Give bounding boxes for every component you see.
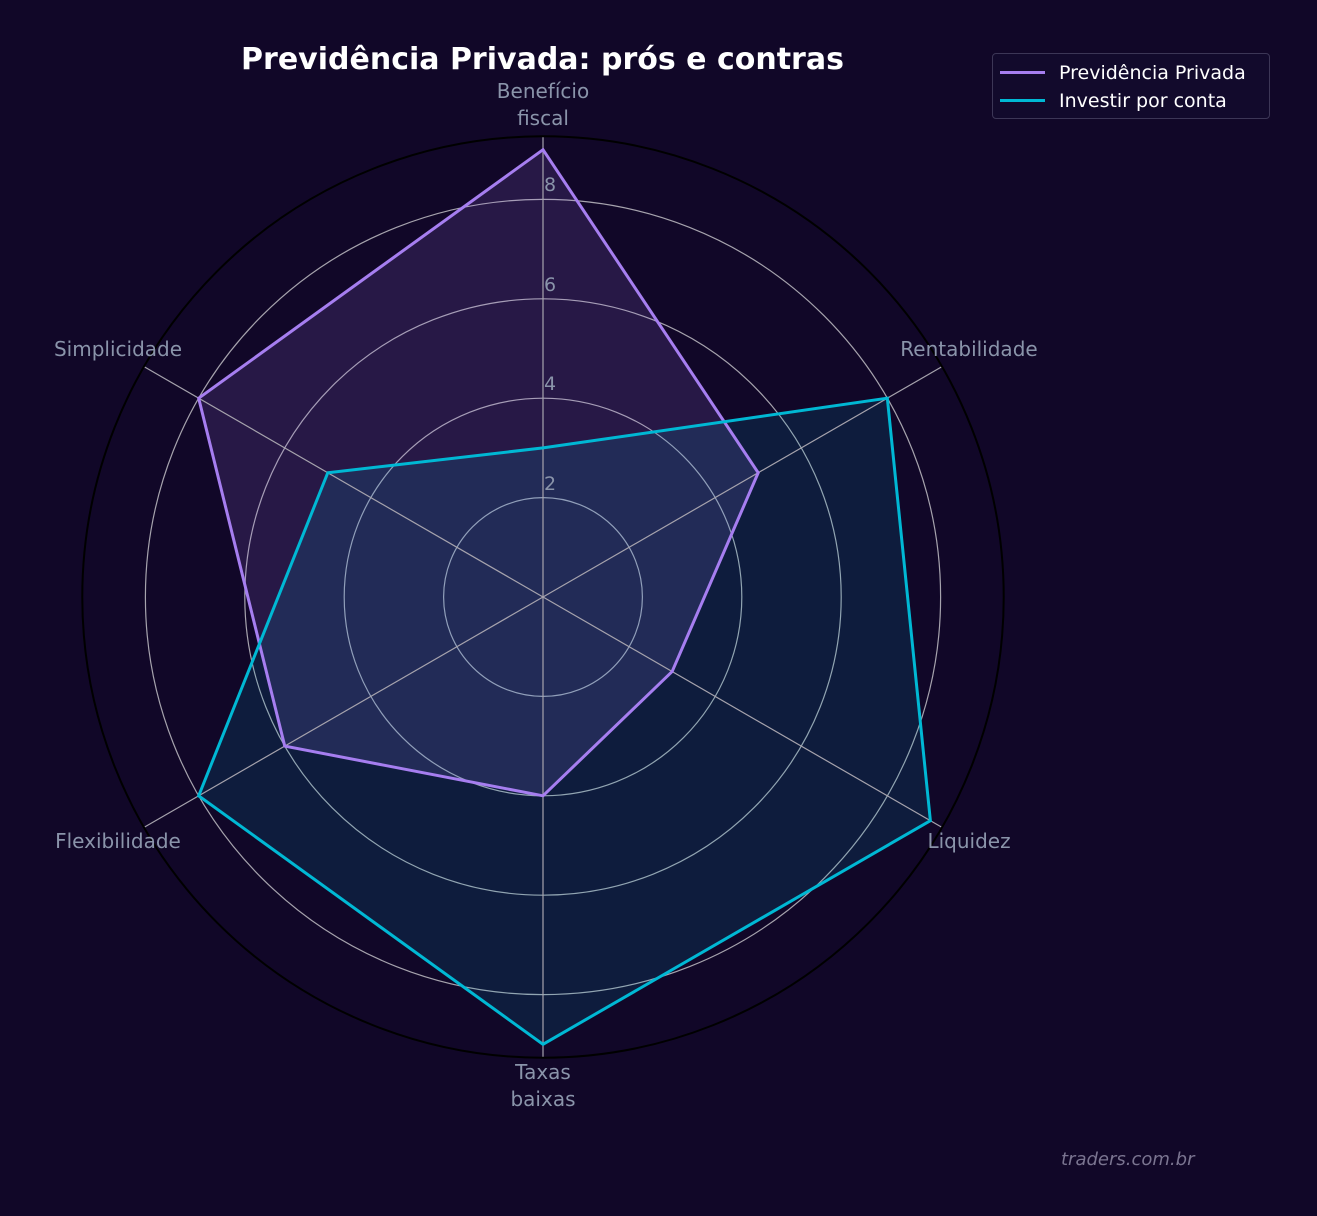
legend-label: Investir por conta [1059,90,1227,112]
axis-label: Liquidez [927,829,1011,853]
axis-label: Rentabilidade [900,337,1038,361]
r-tick-label: 6 [544,273,557,296]
legend-line-icon [1000,71,1045,74]
r-tick-label: 2 [544,472,557,495]
axis-label: Simplicidade [53,337,183,361]
outer-ring [81,135,1005,1059]
axis-spokes [143,136,943,1058]
axis-label: Flexibilidade [55,829,181,853]
r-tick-label: 4 [544,373,557,396]
axis-label: Benefício fiscal [496,79,590,130]
legend-line-icon [1000,99,1045,102]
series-lines [196,147,932,1047]
watermark: traders.com.br [1061,1149,1195,1170]
series-fill-0 [198,149,759,796]
chart-title: Previdência Privada: prós e contras [241,42,844,77]
series-line-0 [196,147,760,798]
series-line-1 [196,396,932,1047]
axis-label: Taxas baixas [510,1060,576,1111]
legend: Previdência Privada Investir por conta [992,53,1270,119]
series-fill-1 [198,398,931,1045]
series-fills [198,149,931,1045]
r-tick-label: 8 [544,174,557,197]
legend-label: Previdência Privada [1059,62,1246,84]
